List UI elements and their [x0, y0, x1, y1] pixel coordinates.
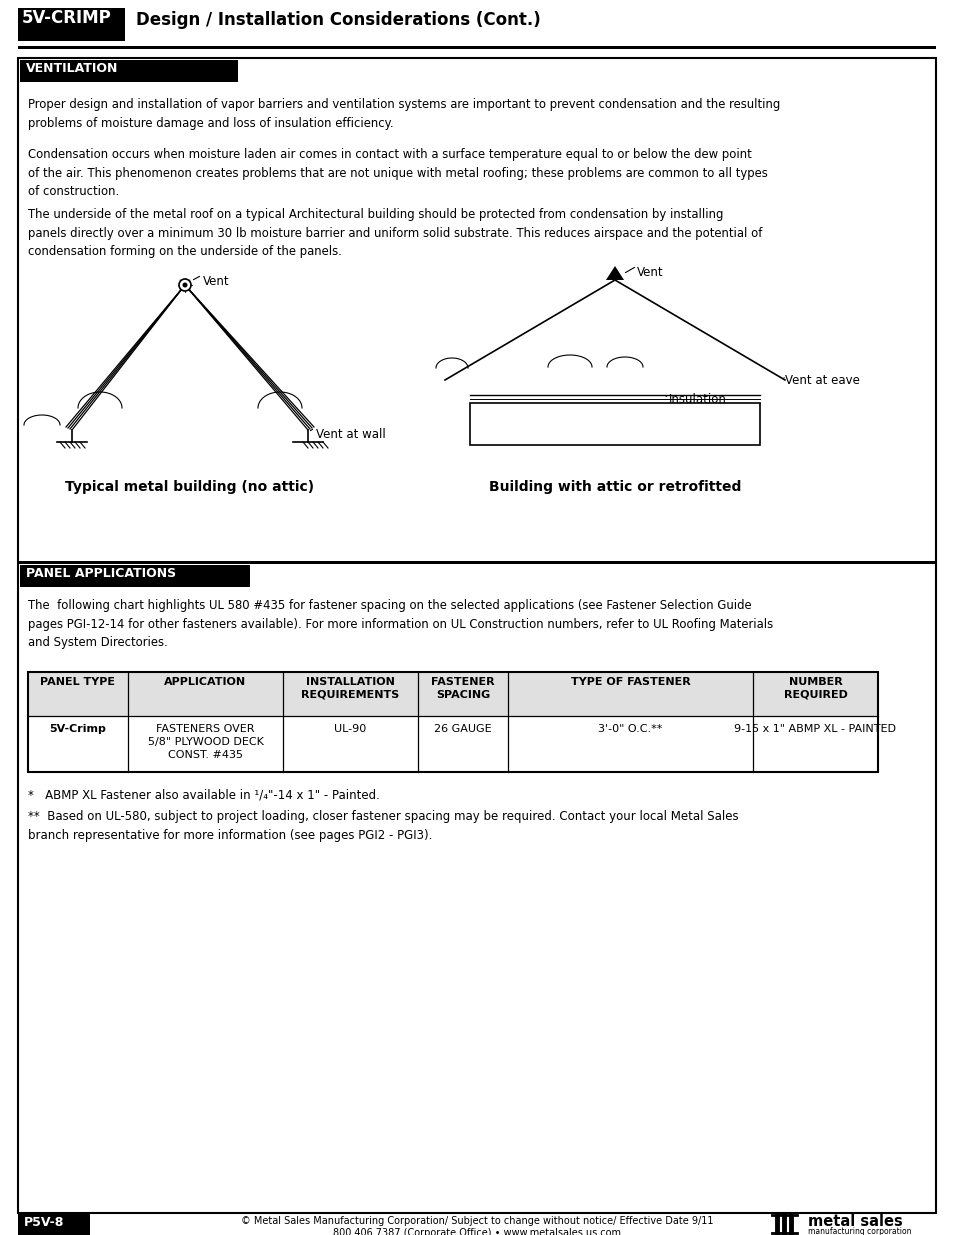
Text: 5V-Crimp: 5V-Crimp [50, 724, 107, 734]
Text: PANEL APPLICATIONS: PANEL APPLICATIONS [26, 567, 176, 580]
Text: Building with attic or retrofitted: Building with attic or retrofitted [488, 480, 740, 494]
Text: Vent at eave: Vent at eave [784, 374, 859, 387]
Text: 800.406.7387 (Corporate Office) • www.metalsales.us.com: 800.406.7387 (Corporate Office) • www.me… [333, 1228, 620, 1235]
Text: Design / Installation Considerations (Cont.): Design / Installation Considerations (Co… [136, 11, 540, 28]
Circle shape [179, 279, 191, 291]
Text: **  Based on UL-580, subject to project loading, closer fastener spacing may be : ** Based on UL-580, subject to project l… [28, 810, 738, 841]
Text: metal sales: metal sales [807, 1214, 902, 1229]
Text: TYPE OF FASTENER: TYPE OF FASTENER [570, 677, 690, 687]
Text: Vent at wall: Vent at wall [315, 429, 385, 441]
Text: INSTALLATION
REQUIREMENTS: INSTALLATION REQUIREMENTS [301, 677, 399, 700]
Circle shape [182, 283, 188, 288]
Text: UL-90: UL-90 [334, 724, 366, 734]
Bar [20, 564, 250, 587]
Bar [28, 672, 877, 716]
Text: APPLICATION: APPLICATION [164, 677, 246, 687]
Text: 9-15 x 1" ABMP XL - PAINTED: 9-15 x 1" ABMP XL - PAINTED [734, 724, 896, 734]
Text: FASTENERS OVER
5/8" PLYWOOD DECK
CONST. #435: FASTENERS OVER 5/8" PLYWOOD DECK CONST. … [148, 724, 263, 760]
Text: Insulation: Insulation [668, 393, 726, 406]
Text: © Metal Sales Manufacturing Corporation/ Subject to change without notice/ Effec: © Metal Sales Manufacturing Corporation/… [240, 1216, 713, 1226]
Bar [28, 672, 877, 772]
Text: Typical metal building (no attic): Typical metal building (no attic) [66, 480, 314, 494]
Text: 3'-0" O.C.**: 3'-0" O.C.** [598, 724, 662, 734]
Bar [18, 7, 125, 41]
Bar [18, 46, 935, 49]
Bar [18, 561, 935, 564]
Text: NUMBER
REQUIRED: NUMBER REQUIRED [782, 677, 846, 700]
Text: manufacturing corporation: manufacturing corporation [807, 1228, 910, 1235]
Text: 5V-CRIMP: 5V-CRIMP [22, 9, 112, 27]
Text: FASTENER
SPACING: FASTENER SPACING [431, 677, 495, 700]
Text: Vent: Vent [637, 266, 663, 279]
Text: *   ABMP XL Fastener also available in ¹/₄"-14 x 1" - Painted.: * ABMP XL Fastener also available in ¹/₄… [28, 788, 379, 802]
Text: VENTILATION: VENTILATION [26, 62, 118, 75]
Bar [18, 1213, 90, 1235]
Text: PANEL TYPE: PANEL TYPE [40, 677, 115, 687]
Text: The underside of the metal roof on a typical Architectural building should be pr: The underside of the metal roof on a typ… [28, 207, 761, 258]
Text: The  following chart highlights UL 580 #435 for fastener spacing on the selected: The following chart highlights UL 580 #4… [28, 599, 772, 650]
Text: P5V-8: P5V-8 [24, 1216, 64, 1229]
Text: 26 GAUGE: 26 GAUGE [434, 724, 492, 734]
Bar [470, 403, 760, 445]
Bar [20, 61, 237, 82]
Polygon shape [605, 266, 623, 280]
Text: Proper design and installation of vapor barriers and ventilation systems are imp: Proper design and installation of vapor … [28, 98, 780, 130]
Text: Vent: Vent [203, 275, 230, 288]
Text: Condensation occurs when moisture laden air comes in contact with a surface temp: Condensation occurs when moisture laden … [28, 148, 767, 198]
